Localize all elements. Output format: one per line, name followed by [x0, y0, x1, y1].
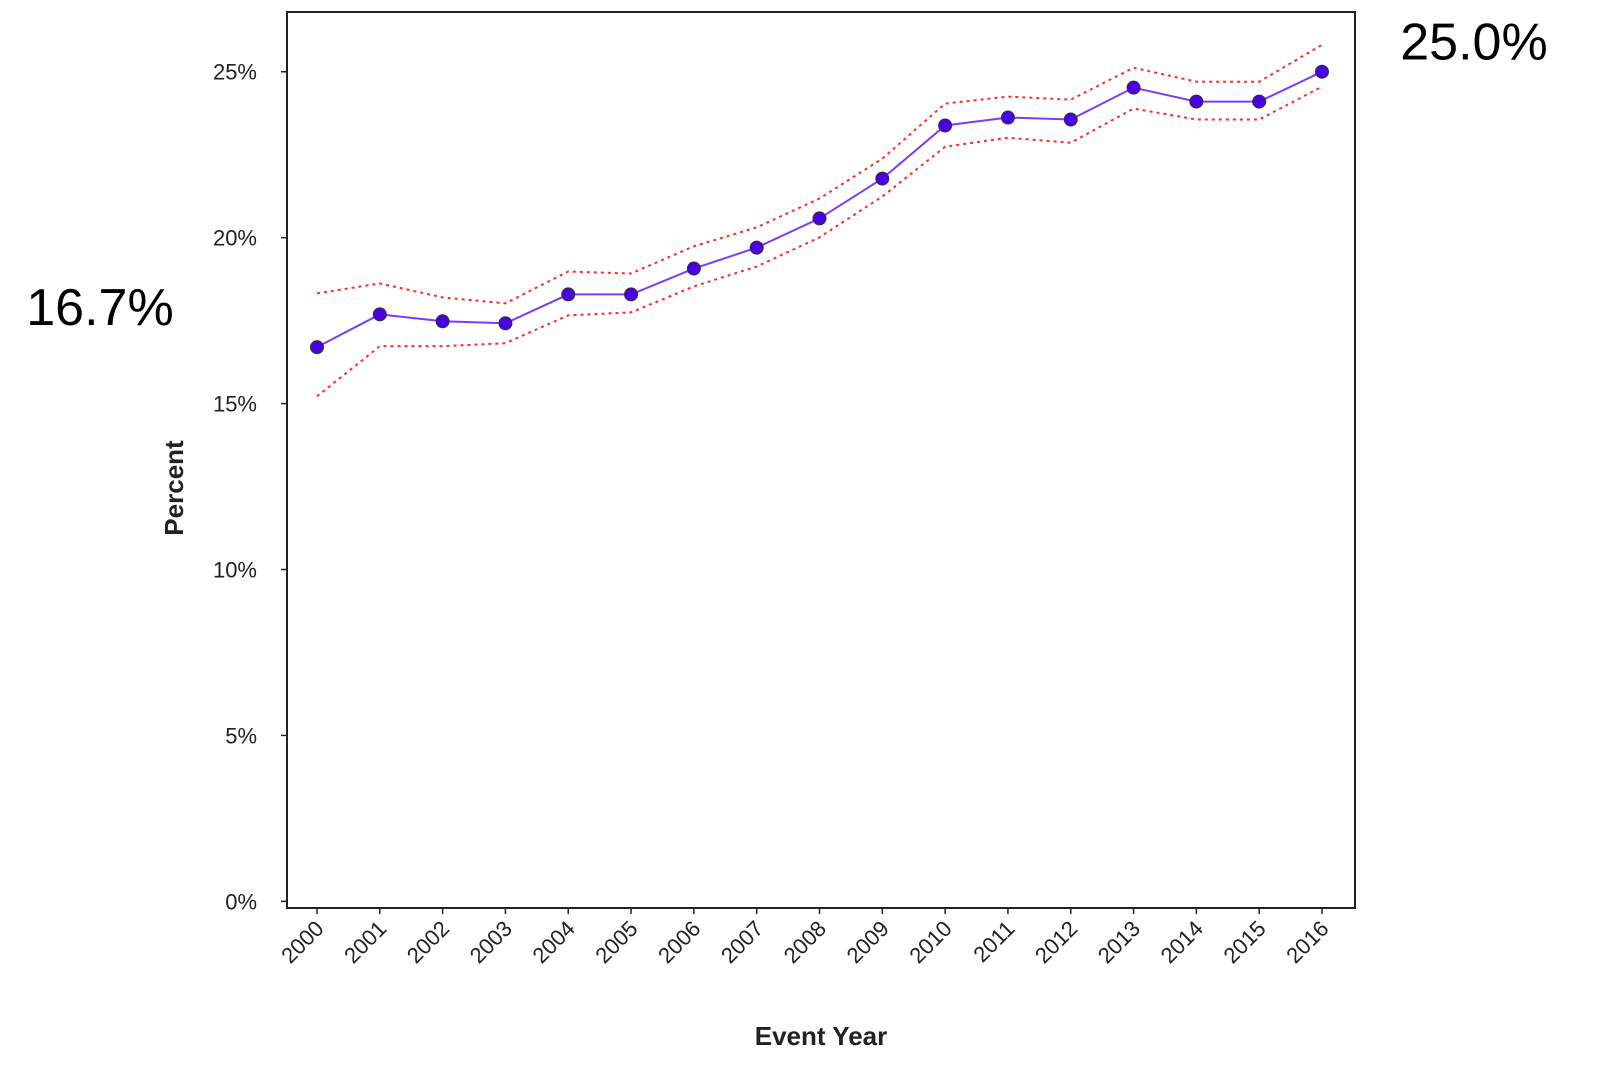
x-tick-label: 2001	[339, 916, 391, 968]
point	[624, 287, 639, 302]
point	[1126, 80, 1141, 95]
series-line	[316, 70, 1323, 349]
point	[372, 307, 387, 322]
x-axis-title: Event Year	[755, 1021, 888, 1051]
x-tick-label: 2007	[716, 916, 768, 968]
point	[1063, 112, 1078, 127]
x-tick-label: 2004	[527, 916, 579, 968]
x-tick-label: 2000	[276, 916, 328, 968]
point	[749, 240, 764, 255]
plot-frame	[286, 11, 1356, 909]
x-tick-label: 2016	[1281, 916, 1333, 968]
point	[1252, 94, 1267, 109]
series-line	[316, 85, 1323, 398]
y-tick-label: 20%	[213, 226, 257, 251]
x-tick-label: 2002	[402, 916, 454, 968]
y-tick-label: 15%	[213, 392, 257, 417]
point	[498, 316, 513, 331]
x-tick-label: 2005	[590, 916, 642, 968]
y-tick-label: 25%	[213, 60, 257, 85]
x-tick-label: 2003	[465, 916, 517, 968]
point	[938, 118, 953, 133]
point	[561, 287, 576, 302]
x-tick-label: 2012	[1030, 916, 1082, 968]
y-tick-label: 5%	[225, 723, 257, 748]
y-tick-label: 0%	[225, 889, 257, 914]
x-tick-label: 2008	[779, 916, 831, 968]
x-tick-label: 2013	[1093, 916, 1145, 968]
point	[875, 171, 890, 186]
x-tick-label: 2006	[653, 916, 705, 968]
x-tick-label: 2015	[1218, 916, 1270, 968]
series-line	[316, 43, 1323, 305]
y-tick-label: 10%	[213, 558, 257, 583]
value-label: 25.0%	[1400, 14, 1547, 72]
x-tick-label: 2009	[842, 916, 894, 968]
x-tick-label: 2011	[968, 916, 1019, 967]
point	[1315, 64, 1329, 79]
point	[310, 340, 324, 355]
point	[1000, 110, 1015, 125]
value-label: 16.7%	[26, 279, 173, 337]
point	[435, 314, 450, 329]
x-tick-label: 2014	[1156, 916, 1208, 968]
y-axis-title: Percent	[159, 440, 189, 536]
x-tick-label: 2010	[904, 916, 956, 968]
point	[812, 211, 827, 226]
point	[1189, 94, 1204, 109]
point	[686, 261, 701, 276]
